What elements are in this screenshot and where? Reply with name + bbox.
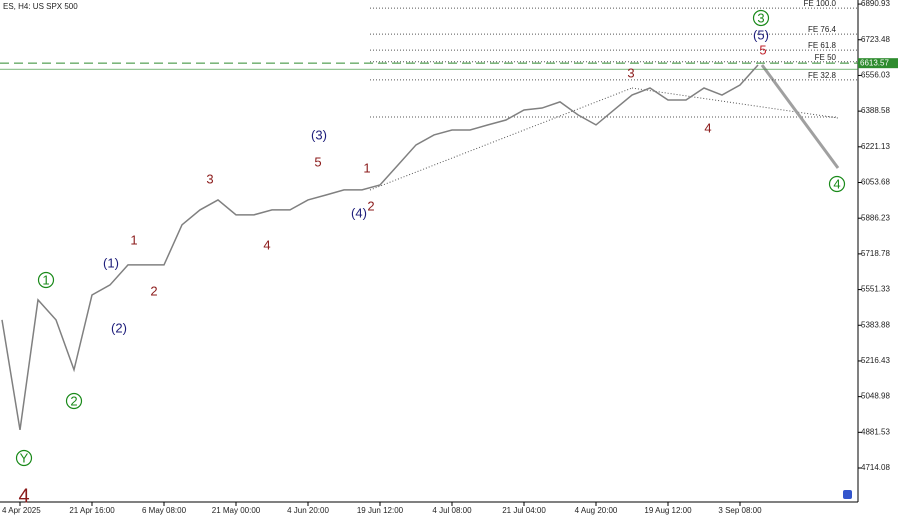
wave-label: 4 bbox=[263, 237, 270, 252]
x-tick-label: 21 Apr 16:00 bbox=[69, 506, 115, 515]
y-tick-label: 5886.23 bbox=[861, 213, 890, 222]
x-tick-label: 3 Sep 08:00 bbox=[718, 506, 762, 515]
wave-label: 2 bbox=[70, 393, 77, 408]
wave-circle bbox=[752, 9, 770, 27]
y-tick-label: 6556.03 bbox=[861, 71, 890, 80]
wave-label: (2) bbox=[111, 320, 127, 335]
wave-circle bbox=[828, 175, 846, 193]
wave-label: 1 bbox=[42, 272, 49, 287]
wave-label: 3 bbox=[757, 10, 764, 25]
y-tick-label: 6723.48 bbox=[861, 35, 890, 44]
y-tick-label: 4881.53 bbox=[861, 427, 890, 436]
wave-label: 4 bbox=[833, 176, 840, 191]
price-line bbox=[1, 64, 759, 431]
wave-circle bbox=[37, 271, 55, 289]
y-tick-label: 6890.93 bbox=[861, 0, 890, 8]
wave-label: 2 bbox=[150, 283, 157, 298]
icon bbox=[843, 490, 852, 499]
x-tick-label: 4 Jul 08:00 bbox=[432, 506, 472, 515]
y-tick-label: 5718.78 bbox=[861, 249, 890, 258]
wave-label: 5 bbox=[314, 154, 321, 169]
y-tick-label: 4714.08 bbox=[861, 463, 890, 472]
x-tick-label: 4 Aug 20:00 bbox=[575, 506, 618, 515]
wave-circle bbox=[65, 392, 83, 410]
price-box bbox=[858, 58, 898, 69]
wave-label: 3 bbox=[206, 171, 213, 186]
y-tick-label: 5383.88 bbox=[861, 320, 890, 329]
x-tick-label: 21 May 00:00 bbox=[212, 506, 261, 515]
y-tick-label: 6053.68 bbox=[861, 178, 890, 187]
y-tick-label: 5551.33 bbox=[861, 285, 890, 294]
wave-label: 4 bbox=[704, 120, 711, 135]
wave-label: 5 bbox=[759, 42, 766, 57]
price-box-label: 6613.57 bbox=[860, 58, 889, 67]
wave-label: (4) bbox=[351, 205, 367, 220]
x-tick-label: 4 Jun 20:00 bbox=[287, 506, 329, 515]
wave-label: 1 bbox=[130, 232, 137, 247]
fib-label: FE 50 bbox=[815, 53, 837, 62]
y-tick-label: 5048.98 bbox=[861, 392, 890, 401]
x-tick-label: 4 Apr 2025 bbox=[2, 506, 41, 515]
fib-label: FE 76.4 bbox=[808, 25, 837, 34]
x-tick-label: 21 Jul 04:00 bbox=[502, 506, 546, 515]
wave-label: 4 bbox=[18, 485, 29, 507]
wave-label: Y bbox=[20, 450, 29, 465]
x-tick-label: 19 Jun 12:00 bbox=[357, 506, 404, 515]
projection bbox=[760, 64, 840, 169]
wave-label: (1) bbox=[103, 255, 119, 270]
y-tick-label: 5216.43 bbox=[861, 356, 890, 365]
fib-label: FE 61.8 bbox=[808, 41, 837, 50]
wave-label: 3 bbox=[627, 65, 634, 80]
wave-label: 1 bbox=[363, 160, 370, 175]
wave-label: (3) bbox=[311, 127, 327, 142]
y-tick-label: 6388.58 bbox=[861, 106, 890, 115]
y-tick-label: 6221.13 bbox=[861, 142, 890, 151]
fib-label: FE 100.0 bbox=[804, 0, 837, 8]
x-tick-label: 6 May 08:00 bbox=[142, 506, 187, 515]
wave-label: 2 bbox=[367, 198, 374, 213]
trend-line bbox=[369, 87, 633, 191]
wave-circle bbox=[15, 449, 33, 467]
chart-title: ES, H4: US SPX 500 bbox=[3, 2, 78, 11]
wave-label: (5) bbox=[753, 27, 769, 42]
fib-label: FE 32.8 bbox=[808, 71, 837, 80]
x-tick-label: 19 Aug 12:00 bbox=[644, 506, 692, 515]
